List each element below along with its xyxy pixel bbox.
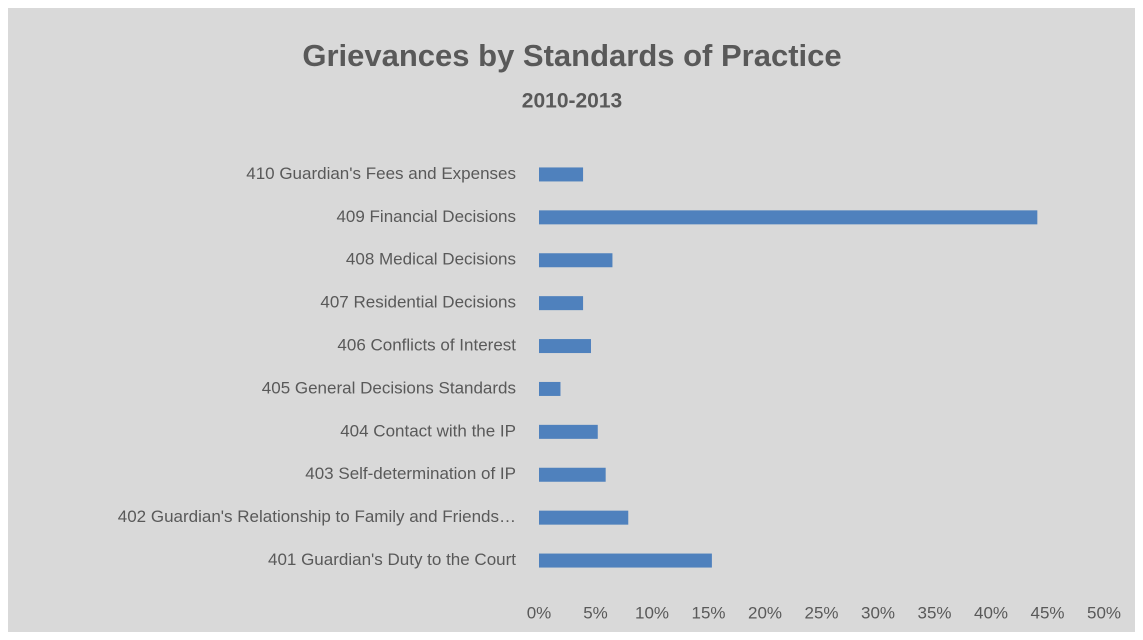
y-tick-label: 407 Residential Decisions [320, 293, 516, 312]
x-tick-label: 10% [635, 603, 669, 622]
x-tick-label: 45% [1030, 603, 1064, 622]
x-tick-label: 30% [861, 603, 895, 622]
x-tick-label: 40% [974, 603, 1008, 622]
bar [539, 253, 613, 268]
x-tick-label: 5% [583, 603, 608, 622]
x-tick-label: 0% [527, 603, 552, 622]
x-tick-label: 50% [1087, 603, 1121, 622]
bar [539, 210, 1038, 225]
bar [539, 381, 561, 396]
bar [539, 424, 598, 439]
chart-title: Grievances by Standards of Practice [302, 38, 841, 73]
y-tick-label: 403 Self-determination of IP [305, 464, 516, 483]
bar [539, 167, 584, 182]
bar [539, 296, 584, 311]
y-tick-label: 408 Medical Decisions [346, 250, 516, 269]
bar [539, 467, 606, 482]
y-tick-label: 404 Contact with the IP [340, 421, 516, 440]
y-tick-label: 401 Guardian's Duty to the Court [268, 550, 516, 569]
x-tick-label: 35% [917, 603, 951, 622]
y-tick-label: 405 General Decisions Standards [262, 378, 516, 397]
chart-background [8, 8, 1135, 632]
y-tick-label: 410 Guardian's Fees and Expenses [246, 164, 516, 183]
x-tick-label: 15% [691, 603, 725, 622]
x-tick-label: 20% [748, 603, 782, 622]
y-tick-label: 409 Financial Decisions [336, 207, 516, 226]
chart-subtitle: 2010-2013 [522, 90, 622, 113]
y-tick-label: 406 Conflicts of Interest [337, 336, 516, 355]
bar [539, 339, 591, 354]
y-tick-label: 402 Guardian's Relationship to Family an… [118, 507, 516, 526]
bar [539, 553, 712, 568]
bar [539, 510, 629, 525]
x-tick-label: 25% [804, 603, 838, 622]
